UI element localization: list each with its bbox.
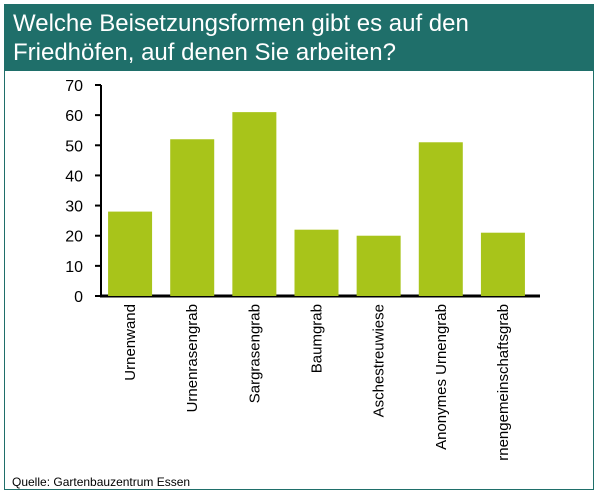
x-tick-label: Urnengemeinschaftsgrab	[495, 304, 512, 461]
y-tick-label: 60	[65, 108, 83, 125]
bar-urnenwand	[108, 211, 153, 296]
x-tick-label: Urnenwand	[122, 304, 139, 381]
chart-area: 0 10 20 30 40 50 60 70 Urnenwand Urnenrasengrab S…	[5, 71, 593, 472]
x-tick-label: Sargrasengrab	[246, 304, 263, 403]
bar-anonymes-urnengrab	[418, 142, 463, 296]
y-tick-label: 20	[65, 229, 83, 246]
bars	[108, 112, 525, 296]
x-tick-label: Aschestreuwiese	[371, 304, 388, 417]
y-tick-label: 50	[65, 138, 83, 155]
y-tick-label: 40	[65, 168, 83, 185]
bar-chart: 0 10 20 30 40 50 60 70 Urnenwand Urnenrasengrab S…	[65, 78, 540, 472]
chart-frame: Welche Beisetzungsformen gibt es auf den…	[4, 4, 594, 490]
y-tick-label: 0	[74, 289, 83, 306]
chart-title-line-1: Welche Beisetzungsformen gibt es auf den	[13, 10, 469, 37]
source-note: Quelle: Gartenbauzentrum Essen	[12, 475, 191, 489]
y-tick-label: 30	[65, 199, 83, 216]
x-tick-label: Anonymes Urnengrab	[433, 304, 450, 450]
bar-aschestreuwiese	[356, 235, 401, 296]
chart-title-line-2: Friedhöfen, auf denen Sie arbeiten?	[13, 39, 396, 66]
bar-urnenrasengrab	[170, 139, 215, 296]
x-tick-label: Baumgrab	[309, 304, 326, 373]
x-axis-labels: Urnenwand Urnenrasengrab Sargrasengrab Baum…	[122, 304, 512, 472]
bar-baumgrab	[294, 229, 339, 296]
y-tick-label: 10	[65, 259, 83, 276]
x-tick-label: Urnenrasengrab	[184, 304, 201, 412]
bar-urnengemeinschaftsgrab	[480, 232, 525, 296]
bar-sargrasengrab	[232, 112, 277, 296]
y-tick-label: 70	[65, 78, 83, 95]
title-bar: Welche Beisetzungsformen gibt es auf den…	[5, 5, 593, 71]
